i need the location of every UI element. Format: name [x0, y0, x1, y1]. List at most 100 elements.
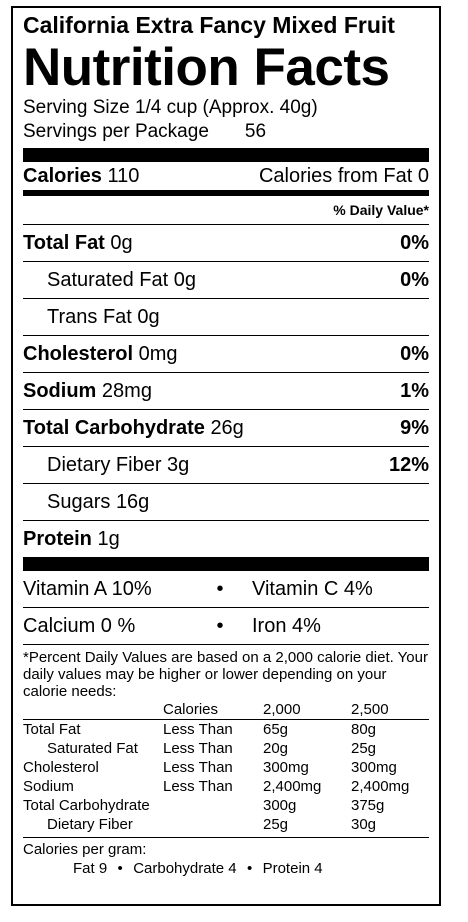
daily-values-table: Calories 2,000 2,500 Total Fat Less Than…: [23, 700, 429, 834]
nutrient-dv: 0%: [400, 342, 429, 365]
nutrient-dv: 12%: [388, 453, 429, 476]
nutrient-row-dietary-fiber: Dietary Fiber 3g 12%: [23, 447, 429, 484]
nutrient-row-sugars: Sugars 16g: [23, 484, 429, 521]
nutrient-row-sodium: Sodium 28mg 1%: [23, 373, 429, 410]
nutrient-row-cholesterol: Cholesterol 0mg 0%: [23, 336, 429, 373]
vitamin-a: Vitamin A 10%: [23, 577, 152, 600]
table-cell: 20g: [263, 740, 289, 757]
nutrient-amount: 26g: [210, 416, 244, 439]
nutrient-amount: 16g: [115, 490, 150, 513]
carb-per-gram: Carbohydrate 4: [133, 860, 237, 877]
table-cell: 300mg: [351, 759, 397, 776]
vitamin-row: Calcium 0 % • Iron 4%: [23, 608, 429, 645]
nutrient-row-trans-fat: Trans Fat 0g: [23, 299, 429, 336]
product-name: California Extra Fancy Mixed Fruit: [23, 12, 395, 38]
table-row: Total Fat Less Than 65g 80g: [23, 720, 429, 740]
calories-per-gram-values: Fat 9 • Carbohydrate 4 • Protein 4: [23, 859, 429, 878]
table-cell: Sodium: [23, 778, 74, 795]
table-cell: 375g: [351, 797, 385, 814]
nutrient-name: Total Carbohydrate: [23, 416, 205, 439]
nutrient-name: Sugars: [47, 490, 111, 513]
table-cell: 80g: [351, 721, 377, 738]
table-cell: Calories: [163, 700, 263, 720]
medium-divider: [23, 190, 429, 196]
table-cell: [163, 815, 263, 834]
nutrient-dv: 0%: [400, 231, 429, 254]
calcium: Calcium 0 %: [23, 614, 136, 637]
table-cell: Less Than: [163, 721, 233, 738]
nutrient-dv: 0%: [400, 268, 429, 291]
nutrient-row-saturated-fat: Saturated Fat 0g 0%: [23, 262, 429, 299]
table-cell: [23, 700, 163, 720]
fat-per-gram: Fat 9: [73, 860, 108, 877]
table-header-row: Calories 2,000 2,500: [23, 700, 429, 720]
table-cell: 300mg: [263, 759, 309, 776]
calories-value: 110: [107, 164, 140, 187]
bullet-separator: •: [216, 577, 224, 600]
nutrient-amount: 0g: [110, 231, 133, 254]
protein-per-gram: Protein 4: [262, 860, 323, 877]
bullet-separator: •: [117, 860, 123, 877]
calories-row: Calories 110 Calories from Fat 0: [23, 162, 429, 190]
calories-per-gram-label: Calories per gram:: [23, 841, 147, 858]
nutrient-row-total-carbohydrate: Total Carbohydrate 26g 9%: [23, 410, 429, 447]
nutrient-name: Dietary Fiber: [47, 453, 162, 476]
calories-per-gram: Calories per gram: Fat 9 • Carbohydrate 4 •…: [23, 837, 429, 878]
table-cell: Dietary Fiber: [47, 816, 133, 833]
table-cell: Total Fat: [23, 721, 81, 738]
servings-count: 56: [244, 121, 267, 142]
table-row: Total Carbohydrate 300g 375g: [23, 796, 429, 815]
nutrient-amount: 1g: [97, 527, 120, 550]
table-cell: Total Carbohydrate: [23, 797, 150, 814]
table-row: Saturated Fat Less Than 20g 25g: [23, 739, 429, 758]
vitamin-row: Vitamin A 10% • Vitamin C 4%: [23, 571, 429, 608]
vitamin-c: Vitamin C 4%: [252, 577, 373, 600]
daily-value-heading: % Daily Value*: [333, 202, 429, 218]
nutrient-name: Trans Fat: [47, 305, 132, 328]
table-row: Cholesterol Less Than 300mg 300mg: [23, 758, 429, 777]
label-title: Nutrition Facts: [23, 38, 390, 97]
nutrient-row-total-fat: Total Fat 0g 0%: [23, 225, 429, 262]
nutrient-dv: 1%: [400, 379, 429, 402]
nutrient-amount: 0mg: [138, 342, 178, 365]
calories-amount: Calories 110: [23, 165, 139, 188]
daily-value-header: % Daily Value*: [23, 196, 429, 225]
nutrient-name: Saturated Fat: [47, 268, 169, 291]
table-cell: [163, 796, 263, 815]
table-cell: 25g: [263, 816, 289, 833]
table-cell: 300g: [263, 797, 297, 814]
nutrient-name: Protein: [23, 527, 92, 550]
table-cell: 2,400mg: [351, 778, 410, 795]
servings-label: Servings per Package: [23, 121, 209, 142]
table-cell: 65g: [263, 721, 289, 738]
nutrient-name: Sodium: [23, 379, 97, 402]
table-cell: 25g: [351, 740, 377, 757]
bullet-separator: •: [246, 860, 253, 877]
table-row: Dietary Fiber 25g 30g: [23, 815, 429, 834]
iron: Iron 4%: [252, 614, 321, 637]
footnote-text: *Percent Daily Values are based on a 2,0…: [23, 649, 428, 700]
table-cell: Saturated Fat: [47, 740, 138, 757]
table-cell: Less Than: [163, 740, 233, 757]
nutrient-amount: 3g: [167, 453, 190, 476]
calories-from-fat: Calories from Fat 0: [258, 164, 429, 187]
servings-per-package: Servings per Package 56: [23, 120, 429, 144]
table-cell: 2,500: [351, 700, 429, 720]
calories-label: Calories: [23, 164, 102, 187]
table-cell: 2,400mg: [263, 778, 322, 795]
table-row: Sodium Less Than 2,400mg 2,400mg: [23, 777, 429, 796]
table-cell: Cholesterol: [23, 759, 99, 776]
bullet-separator: •: [216, 614, 224, 637]
nutrient-amount: 0g: [137, 305, 160, 328]
nutrient-name: Cholesterol: [23, 342, 134, 365]
table-cell: Less Than: [163, 759, 233, 776]
nutrient-dv: 9%: [400, 416, 429, 439]
table-cell: 2,000: [263, 700, 351, 720]
serving-size: Serving Size 1/4 cup (Approx. 40g): [23, 97, 318, 118]
nutrient-row-protein: Protein 1g: [23, 521, 429, 557]
nutrition-label: California Extra Fancy Mixed Fruit Nutri…: [11, 6, 441, 906]
nutrient-amount: 28mg: [101, 379, 152, 402]
thick-divider: [23, 148, 429, 162]
nutrient-name: Total Fat: [23, 231, 105, 254]
table-cell: 30g: [351, 816, 377, 833]
